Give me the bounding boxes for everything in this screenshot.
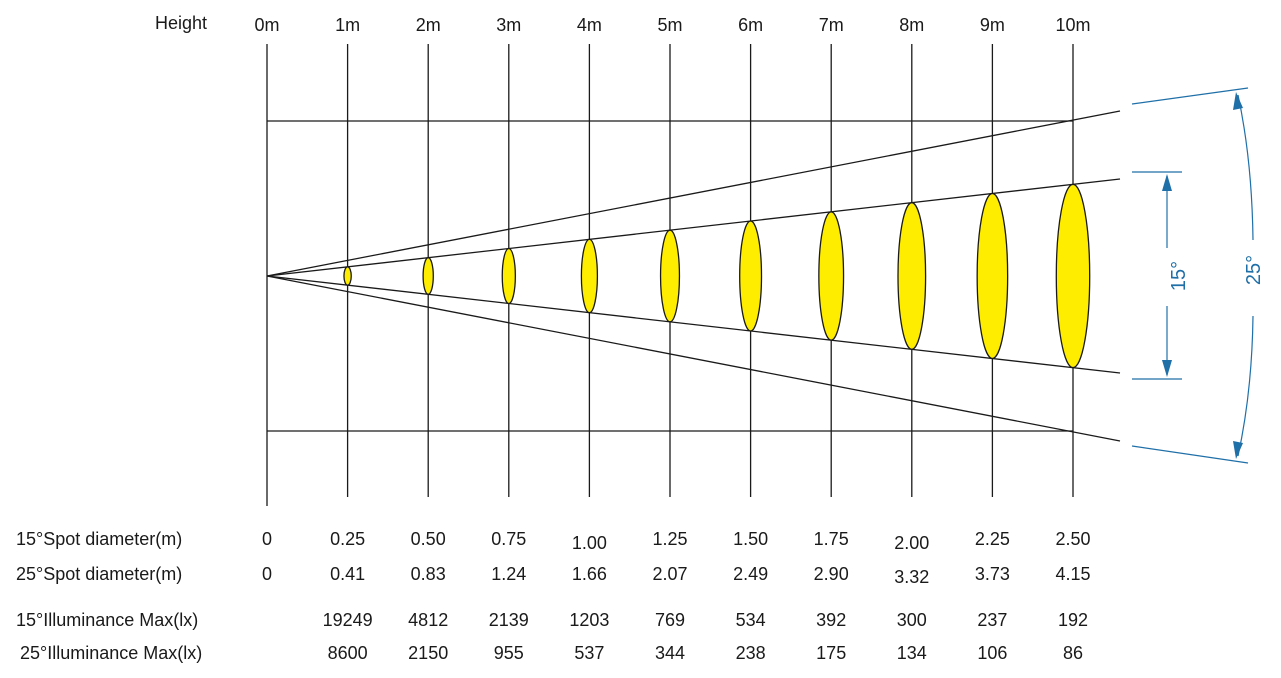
row-label-2: 15°Illuminance Max(lx) xyxy=(16,610,198,630)
table-cell: 2.00 xyxy=(894,533,929,553)
light-spot-10m xyxy=(1055,183,1091,369)
wide-beam-top-edge xyxy=(266,110,1121,277)
table-cell: 0 xyxy=(262,564,272,584)
narrow-angle-label: 15° xyxy=(1168,261,1190,291)
table-cell: 392 xyxy=(816,610,846,630)
table-cell: 0.41 xyxy=(330,564,365,584)
table-cell: 1.00 xyxy=(572,533,607,553)
table-cell: 2150 xyxy=(408,643,448,663)
table-cell: 86 xyxy=(1063,643,1083,663)
wide-angle-arc-lower xyxy=(1237,315,1254,457)
light-spot-9m xyxy=(976,192,1009,360)
wide-angle-label: 25° xyxy=(1243,255,1265,285)
wide-beam-bottom-edge xyxy=(266,275,1121,442)
light-spot-3m xyxy=(501,247,517,305)
table-cell: 4812 xyxy=(408,610,448,630)
table-cell: 1.75 xyxy=(814,529,849,549)
light-spot-7m xyxy=(818,211,845,341)
table-cell: 300 xyxy=(897,610,927,630)
distance-label-5: 5m xyxy=(657,15,682,35)
table-cell: 237 xyxy=(977,610,1007,630)
wide-angle-tick-top xyxy=(1131,87,1249,105)
table-cell: 192 xyxy=(1058,610,1088,630)
table-cell: 1.66 xyxy=(572,564,607,584)
table-cell: 769 xyxy=(655,610,685,630)
distance-label-3: 3m xyxy=(496,15,521,35)
row-label-3: 25°Illuminance Max(lx) xyxy=(20,643,202,663)
table-cell: 3.73 xyxy=(975,564,1010,584)
narrow-beam-bottom-edge xyxy=(266,275,1121,374)
table-cell: 238 xyxy=(736,643,766,663)
spec-table: 15°Spot diameter(m) 0 0.25 0.50 0.75 1.00 1.25… xyxy=(16,529,1091,663)
table-cell: 344 xyxy=(655,643,685,663)
table-cell: 4.15 xyxy=(1055,564,1090,584)
wide-angle-tick-bottom xyxy=(1131,445,1249,464)
table-cell: 0.83 xyxy=(411,564,446,584)
distance-label-8: 8m xyxy=(899,15,924,35)
wide-angle-arrow-down xyxy=(1233,441,1243,459)
distance-label-2: 2m xyxy=(416,15,441,35)
table-cell: 19249 xyxy=(323,610,373,630)
light-spot-5m xyxy=(659,229,681,323)
table-cell: 8600 xyxy=(328,643,368,663)
table-cell: 537 xyxy=(574,643,604,663)
beam-frame-lines xyxy=(267,120,1073,432)
table-cell: 1203 xyxy=(569,610,609,630)
table-cell: 3.32 xyxy=(894,567,929,587)
row-label-0: 15°Spot diameter(m) xyxy=(16,529,182,549)
light-spot-2m xyxy=(422,257,434,295)
table-cell: 955 xyxy=(494,643,524,663)
table-cell: 0.75 xyxy=(491,529,526,549)
narrow-angle-arrow-up xyxy=(1162,174,1172,191)
distance-label-1: 1m xyxy=(335,15,360,35)
angle-annotations: 15° 25° xyxy=(1131,87,1265,464)
table-cell: 0 xyxy=(262,529,272,549)
distance-label-7: 7m xyxy=(819,15,844,35)
table-cell: 2.90 xyxy=(814,564,849,584)
wide-angle-arrow-up xyxy=(1233,92,1243,110)
light-spot-4m xyxy=(580,238,599,314)
table-cell: 0.50 xyxy=(411,529,446,549)
beam-edge-lines xyxy=(266,110,1121,442)
height-label: Height xyxy=(155,13,207,33)
distance-label-10: 10m xyxy=(1055,15,1090,35)
table-cell: 0.25 xyxy=(330,529,365,549)
row-label-1: 25°Spot diameter(m) xyxy=(16,564,182,584)
table-cell: 2.50 xyxy=(1055,529,1090,549)
distance-label-4: 4m xyxy=(577,15,602,35)
table-cell: 1.24 xyxy=(491,564,526,584)
table-cell: 534 xyxy=(736,610,766,630)
distance-header: Height 0m 1m 2m 3m 4m 5m 6m 7m 8m 9m 10m xyxy=(155,13,1091,35)
light-spots xyxy=(343,183,1091,369)
distance-label-0: 0m xyxy=(254,15,279,35)
table-cell: 2.49 xyxy=(733,564,768,584)
wide-angle-arc-upper xyxy=(1237,94,1254,241)
table-cell: 106 xyxy=(977,643,1007,663)
table-cell: 134 xyxy=(897,643,927,663)
table-cell: 1.25 xyxy=(652,529,687,549)
light-spot-1m xyxy=(343,266,352,286)
table-cell: 2.07 xyxy=(652,564,687,584)
distance-label-9: 9m xyxy=(980,15,1005,35)
narrow-angle-arrow-down xyxy=(1162,360,1172,377)
table-cell: 2139 xyxy=(489,610,529,630)
narrow-beam-top-edge xyxy=(266,178,1121,277)
light-spot-6m xyxy=(739,220,763,332)
distance-label-6: 6m xyxy=(738,15,763,35)
table-cell: 2.25 xyxy=(975,529,1010,549)
table-cell: 1.50 xyxy=(733,529,768,549)
light-spot-8m xyxy=(897,202,927,350)
table-cell: 175 xyxy=(816,643,846,663)
